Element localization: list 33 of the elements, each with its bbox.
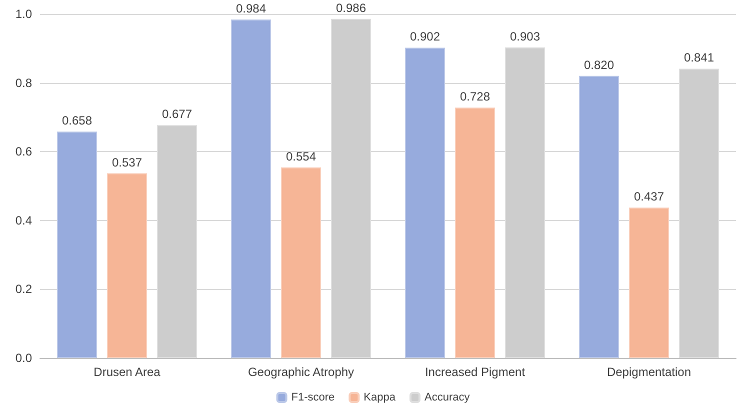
bar xyxy=(405,48,445,358)
bar xyxy=(57,132,97,358)
data-label: 0.658 xyxy=(62,114,92,128)
bar xyxy=(231,20,271,358)
y-tick-label: 0.8 xyxy=(15,76,32,90)
x-tick-label: Depigmentation xyxy=(606,365,692,379)
data-label: 0.554 xyxy=(286,149,316,164)
data-label: 0.820 xyxy=(584,58,614,72)
data-label: 0.537 xyxy=(112,155,142,170)
data-label: 0.677 xyxy=(162,107,192,122)
bar xyxy=(579,76,619,358)
legend-label: F1-score xyxy=(291,392,335,404)
data-label: 0.984 xyxy=(236,2,266,16)
x-tick-label: Drusen Area xyxy=(94,365,161,379)
bar xyxy=(455,108,495,358)
data-label: 0.437 xyxy=(634,190,664,204)
y-tick-label: 0.6 xyxy=(15,144,32,159)
data-label: 0.841 xyxy=(684,50,714,65)
data-label: 0.728 xyxy=(460,90,490,104)
legend-label: Accuracy xyxy=(424,392,470,404)
bar xyxy=(629,208,669,358)
y-tick-label: 0.0 xyxy=(15,351,32,365)
bar xyxy=(281,167,321,358)
legend-label: Kappa xyxy=(364,392,396,404)
data-label: 0.986 xyxy=(336,0,366,15)
y-tick-label: 0.4 xyxy=(15,213,32,228)
data-label: 0.902 xyxy=(410,30,440,44)
bar xyxy=(107,173,147,358)
x-tick-label: Increased Pigment xyxy=(424,365,526,379)
y-tick-label: 0.2 xyxy=(15,282,32,296)
x-tick-label: Geographic Atrophy xyxy=(248,365,354,379)
data-label: 0.903 xyxy=(510,29,540,44)
y-tick-label: 1.0 xyxy=(15,7,32,21)
